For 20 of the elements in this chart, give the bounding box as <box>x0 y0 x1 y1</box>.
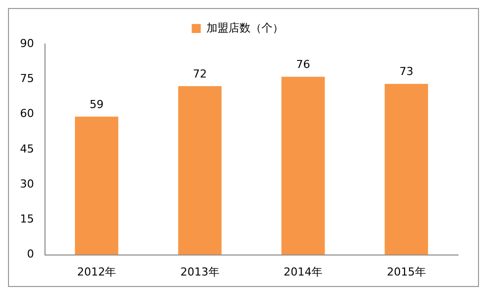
bar <box>178 86 222 255</box>
y-tick-label: 75 <box>20 72 34 85</box>
legend-label: 加盟店数（个） <box>206 21 284 34</box>
y-tick-label: 0 <box>26 248 34 261</box>
y-tick-label: 60 <box>20 107 34 120</box>
bar <box>384 84 428 255</box>
bar <box>74 116 118 255</box>
y-tick-label: 30 <box>20 177 34 190</box>
data-label: 73 <box>399 65 414 78</box>
data-label: 76 <box>296 58 310 72</box>
x-tick-label: 2012年 <box>77 265 116 278</box>
data-label: 59 <box>90 98 104 111</box>
y-tick-label: 15 <box>20 212 34 226</box>
bar <box>281 76 325 255</box>
x-tick-label: 2015年 <box>386 265 426 278</box>
x-tick-label: 2013年 <box>180 265 220 278</box>
y-tick-label: 45 <box>20 142 34 156</box>
x-tick-label: 2014年 <box>284 265 323 278</box>
data-label: 72 <box>192 68 207 81</box>
y-tick-label: 90 <box>20 36 34 50</box>
